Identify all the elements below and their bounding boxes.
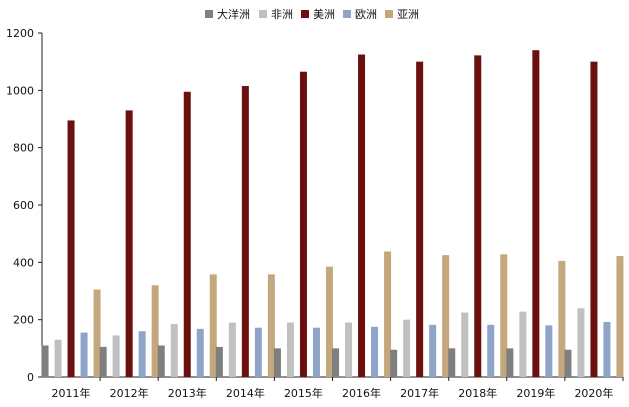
bar <box>487 324 495 377</box>
bar <box>442 255 450 377</box>
x-tick-label: 2014年 <box>226 386 265 400</box>
bar <box>500 254 508 377</box>
legend-swatch <box>301 10 309 18</box>
bar <box>138 331 146 377</box>
bar <box>590 61 598 378</box>
x-tick-label: 2013年 <box>168 386 207 400</box>
x-tick-label: 2019年 <box>516 386 555 400</box>
y-tick-label: 1000 <box>6 84 34 97</box>
bar <box>67 120 75 377</box>
bar <box>228 322 236 377</box>
legend-label: 美洲 <box>313 8 335 21</box>
bar <box>474 55 482 378</box>
bar <box>99 346 107 377</box>
y-axis: 0 200 400 600 800 1000 1200 <box>6 27 43 384</box>
bar <box>416 61 424 378</box>
bar <box>461 312 469 377</box>
bar <box>93 289 101 377</box>
bar <box>519 311 527 377</box>
bar <box>371 326 379 377</box>
bar <box>41 345 49 377</box>
bar <box>332 348 340 377</box>
bar <box>558 260 566 377</box>
y-tick-label: 600 <box>13 199 34 212</box>
x-tick-label: 2017年 <box>400 386 439 400</box>
legend: 大洋洲 非洲 美洲 欧洲 亚洲 <box>205 7 419 21</box>
bar <box>273 348 281 377</box>
legend-label: 欧洲 <box>355 8 377 21</box>
bar <box>299 71 307 377</box>
bar <box>54 339 62 377</box>
legend-label: 大洋洲 <box>217 7 250 21</box>
bar <box>577 308 585 377</box>
bar <box>80 332 88 377</box>
x-tick-label: 2016年 <box>342 386 381 400</box>
bar <box>603 321 611 377</box>
bar <box>564 349 572 377</box>
x-tick-label: 2018年 <box>458 386 497 400</box>
y-tick-label: 800 <box>13 142 34 155</box>
legend-label: 非洲 <box>271 8 293 21</box>
bar <box>267 274 275 377</box>
y-tick-label: 200 <box>13 314 34 327</box>
bar <box>325 266 333 377</box>
legend-swatch <box>205 10 213 18</box>
bar <box>254 327 262 377</box>
bar <box>196 328 204 377</box>
bar <box>170 323 178 377</box>
bar <box>215 346 223 377</box>
legend-swatch <box>343 10 351 18</box>
bar <box>112 335 120 377</box>
bar <box>384 251 392 377</box>
bar <box>125 110 133 378</box>
x-tick-label: 2015年 <box>284 386 323 400</box>
legend-swatch <box>385 10 393 18</box>
x-tick-label: 2011年 <box>52 386 91 400</box>
bar <box>183 91 191 378</box>
bar <box>545 325 553 377</box>
y-tick-label: 400 <box>13 256 34 269</box>
bar <box>506 348 514 377</box>
bar <box>345 322 353 377</box>
bar <box>209 274 217 377</box>
bar <box>616 256 624 377</box>
x-axis: 2011年 2012年 2013年 2014年 2015年 2016年 2017年 2018年… <box>42 376 624 400</box>
bars <box>41 50 624 378</box>
bar <box>241 86 249 378</box>
legend-swatch <box>259 10 267 18</box>
bar <box>157 345 165 377</box>
bar <box>390 349 398 377</box>
y-tick-label: 0 <box>27 371 34 384</box>
bar <box>448 348 456 377</box>
bar <box>358 54 366 377</box>
y-tick-label: 1200 <box>6 27 34 40</box>
bar <box>151 285 159 377</box>
bar <box>286 322 294 377</box>
bar <box>312 327 320 377</box>
legend-label: 亚洲 <box>397 8 419 21</box>
x-tick-label: 2020年 <box>574 386 613 400</box>
bar <box>429 324 437 377</box>
bar <box>532 50 540 377</box>
bar <box>403 319 411 377</box>
x-tick-label: 2012年 <box>110 386 149 400</box>
